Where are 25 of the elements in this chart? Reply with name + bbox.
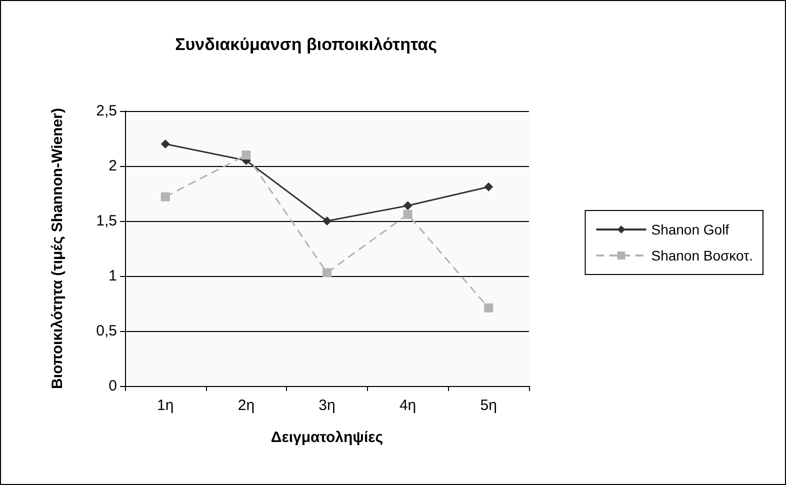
x-tick-label: 3η bbox=[318, 397, 336, 414]
point bbox=[242, 150, 251, 160]
legend-label: Shanon Βοσκοτ. bbox=[651, 248, 754, 264]
legend-label: Shanon Golf bbox=[651, 222, 730, 238]
y-tick-label: 1,5 bbox=[96, 212, 117, 230]
point bbox=[160, 192, 170, 202]
point bbox=[322, 216, 332, 226]
x-tick-label: 4η bbox=[399, 397, 416, 414]
x-tick-label: 2η bbox=[238, 397, 255, 414]
y-tick-label: 0,5 bbox=[96, 322, 117, 340]
x-axis-title: Δειγματοληψίες bbox=[270, 429, 384, 446]
chart-title: Συνδιακύμανση βιοποικιλότητας bbox=[175, 35, 438, 54]
point bbox=[403, 210, 412, 219]
y-axis-title: Βιοποικιλότητα (τιμές Shannon-Wiener) bbox=[49, 108, 66, 389]
point bbox=[160, 140, 170, 148]
y-tick-label: 0 bbox=[108, 378, 117, 394]
x-tick-label: 5η bbox=[480, 397, 497, 414]
y-tick-label: 2,5 bbox=[96, 102, 117, 120]
y-tick-label: 2 bbox=[108, 158, 117, 174]
point bbox=[403, 201, 412, 210]
point bbox=[484, 303, 494, 312]
x-tick-label: 1η bbox=[157, 397, 174, 414]
point bbox=[484, 182, 494, 192]
point bbox=[322, 268, 332, 278]
y-tick-label: 1 bbox=[108, 268, 117, 284]
